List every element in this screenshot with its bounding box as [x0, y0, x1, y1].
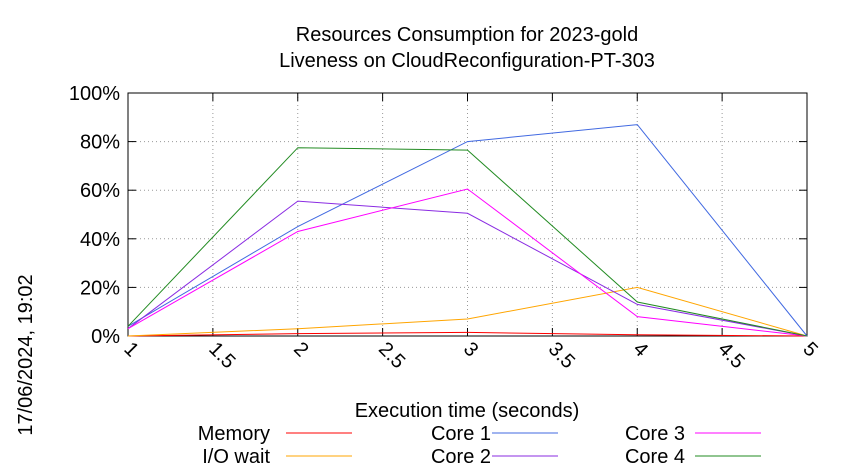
series-line-core-2 — [127, 200, 808, 337]
y-tick-label: 100% — [69, 83, 120, 105]
x-tick-label: 3.5 — [544, 338, 579, 373]
series-line-core-4 — [127, 147, 808, 337]
chart-title-line1: Resources Consumption for 2023-gold — [296, 24, 638, 46]
y-tick-label: 40% — [80, 229, 120, 251]
x-axis-ticks: 1 1.5 2 2.5 3 3.5 4 4.5 5 — [119, 93, 822, 373]
x-tick-label: 1.5 — [204, 338, 239, 373]
x-tick-label: 5 — [798, 338, 821, 361]
x-tick-label: 2.5 — [374, 338, 409, 373]
x-tick-label: 3 — [459, 338, 482, 361]
y-tick-label: 80% — [80, 132, 120, 154]
y-tick-label: 20% — [80, 277, 120, 299]
legend-label-core-2: Core 2 — [431, 446, 491, 468]
series-line-core-3 — [127, 188, 808, 337]
x-tick-label: 1 — [119, 338, 142, 361]
y-tick-label: 60% — [80, 180, 120, 202]
series-lines — [127, 124, 808, 337]
series-line-core-1 — [127, 124, 808, 337]
chart-title-line2: Liveness on CloudReconfiguration-PT-303 — [279, 50, 655, 72]
legend-label-i-o-wait: I/O wait — [202, 446, 270, 468]
timestamp-label: 17/06/2024, 19:02 — [15, 274, 37, 435]
legend-label-core-3: Core 3 — [625, 423, 685, 445]
legend-label-core-4: Core 4 — [625, 446, 685, 468]
legend-label-core-1: Core 1 — [431, 423, 491, 445]
grid-lines — [128, 93, 807, 336]
series-line-i-o-wait — [127, 286, 808, 337]
y-tick-label: 0% — [91, 326, 120, 348]
series-line-memory — [127, 331, 808, 337]
x-axis-label: Execution time (seconds) — [355, 400, 580, 422]
x-tick-label: 2 — [289, 338, 312, 361]
legend-label-memory: Memory — [198, 423, 270, 445]
x-tick-label: 4 — [629, 338, 652, 361]
y-axis-ticks: 0% 20% 40% 60% 80% 100% — [69, 83, 807, 348]
x-tick-label: 4.5 — [714, 338, 749, 373]
